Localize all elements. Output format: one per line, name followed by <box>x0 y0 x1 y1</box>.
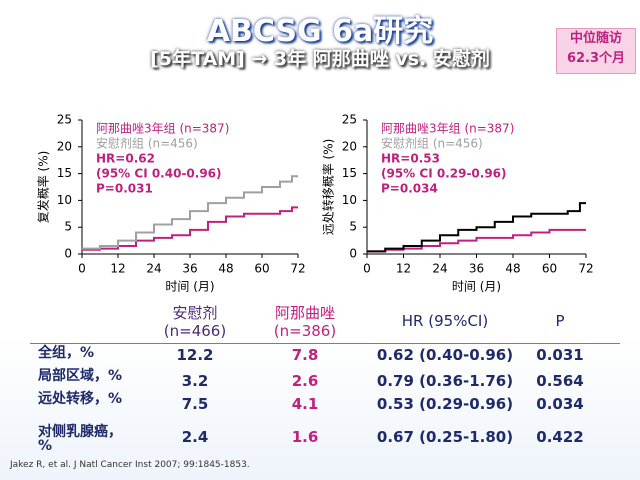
cell: 2.4 <box>181 428 209 446</box>
y-tick-label: 0 <box>349 247 357 261</box>
cell: 0.564 <box>536 372 584 390</box>
x-tick-label: 48 <box>218 262 233 276</box>
y-tick-label: 10 <box>57 193 72 207</box>
badge-line: 中位随访 <box>569 31 622 46</box>
cell: 4.1 <box>291 395 319 413</box>
rule <box>30 343 620 344</box>
y-tick-label: 15 <box>342 166 357 180</box>
row-label: 对侧乳腺癌，% <box>38 424 122 454</box>
column-header: 阿那曲唑 <box>274 304 335 322</box>
row-label: 局部区域，% <box>38 368 123 384</box>
annotation: P=0.034 <box>381 182 438 196</box>
y-axis-label: 复发概率 (%) <box>36 151 51 224</box>
legend-entry: 安慰剂组 (n=456) <box>96 136 198 151</box>
charts: 0 5 10 15 20 25 0 12 24 36 48 60 72 时间 (月) 复发概率 (%) 阿那曲… <box>36 113 594 294</box>
annotation: (95% CI 0.29-0.96) <box>381 167 507 181</box>
y-tick-label: 5 <box>349 220 357 234</box>
cell: 0.422 <box>536 428 584 446</box>
cell: 2.6 <box>291 372 319 390</box>
x-axis-label: 时间 (月) <box>165 280 214 294</box>
cell: 0.62 (0.40-0.96) <box>376 346 514 364</box>
row-label: 远处转移，% <box>38 391 123 407</box>
cell: 0.67 (0.25-1.80) <box>376 428 514 446</box>
annotation: HR=0.62 <box>96 152 155 166</box>
cell: 0.79 (0.36-1.76) <box>376 372 514 390</box>
cell: 3.2 <box>181 372 209 390</box>
column-header: HR (95%CI) <box>401 312 489 330</box>
cell: 7.5 <box>181 395 209 413</box>
x-tick-label: 0 <box>78 262 86 276</box>
y-tick-label: 5 <box>64 220 72 234</box>
row-label: 全组，% <box>38 345 95 361</box>
y-tick-label: 20 <box>342 139 357 153</box>
column-header: (n=386) <box>273 322 337 340</box>
annotation: (95% CI 0.40-0.96) <box>96 167 222 181</box>
cell: 0.53 (0.29-0.96) <box>376 395 514 413</box>
x-tick-label: 24 <box>432 262 447 276</box>
x-tick-label: 60 <box>542 262 557 276</box>
badge: 中位随访 62.3个月 <box>556 28 636 74</box>
column-header: (n=466) <box>163 322 227 340</box>
legend-entry: 安慰剂组 (n=456) <box>381 136 483 151</box>
x-tick-label: 48 <box>505 262 520 276</box>
y-tick-label: 25 <box>342 113 357 127</box>
footer: Jakez R, et al. J Natl Cancer Inst 2007;… <box>10 460 250 470</box>
cell: 7.8 <box>291 346 319 364</box>
y-axis-label: 远处转移概率 (%) <box>321 139 336 236</box>
x-tick-label: 12 <box>396 262 411 276</box>
annotation: HR=0.53 <box>381 152 440 166</box>
legend-entry: 阿那曲唑3年组 (n=387) <box>381 122 514 136</box>
step-line <box>82 175 298 250</box>
badge-line: 62.3个月 <box>566 51 626 66</box>
x-tick-label: 12 <box>110 262 125 276</box>
y-tick-label: 0 <box>64 247 72 261</box>
annotation: P=0.031 <box>96 182 153 196</box>
y-tick-label: 10 <box>342 193 357 207</box>
legend-entry: 阿那曲唑3年组 (n=387) <box>96 122 229 136</box>
x-axis-label: 时间 (月) <box>452 280 501 294</box>
column-header: P <box>555 312 565 330</box>
x-tick-label: 36 <box>182 262 197 276</box>
column-header: 安慰剂 <box>172 304 218 322</box>
x-tick-label: 0 <box>363 262 371 276</box>
y-tick-label: 15 <box>57 166 72 180</box>
cell: 0.034 <box>536 395 584 413</box>
y-tick-label: 20 <box>57 139 72 153</box>
x-tick-label: 24 <box>146 262 161 276</box>
cell: 1.6 <box>291 428 319 446</box>
x-tick-label: 60 <box>254 262 269 276</box>
subtitle: [5年TAM] → 3年 阿那曲唑 vs. 安慰剂 <box>150 48 490 70</box>
x-tick-label: 72 <box>578 262 593 276</box>
y-tick-label: 25 <box>57 113 72 127</box>
step-line <box>367 202 586 253</box>
x-tick-label: 36 <box>469 262 484 276</box>
cell: 12.2 <box>176 346 214 364</box>
cell: 0.031 <box>536 346 584 364</box>
title: ABCSG 6a研究 <box>206 14 434 49</box>
x-tick-label: 72 <box>290 262 305 276</box>
